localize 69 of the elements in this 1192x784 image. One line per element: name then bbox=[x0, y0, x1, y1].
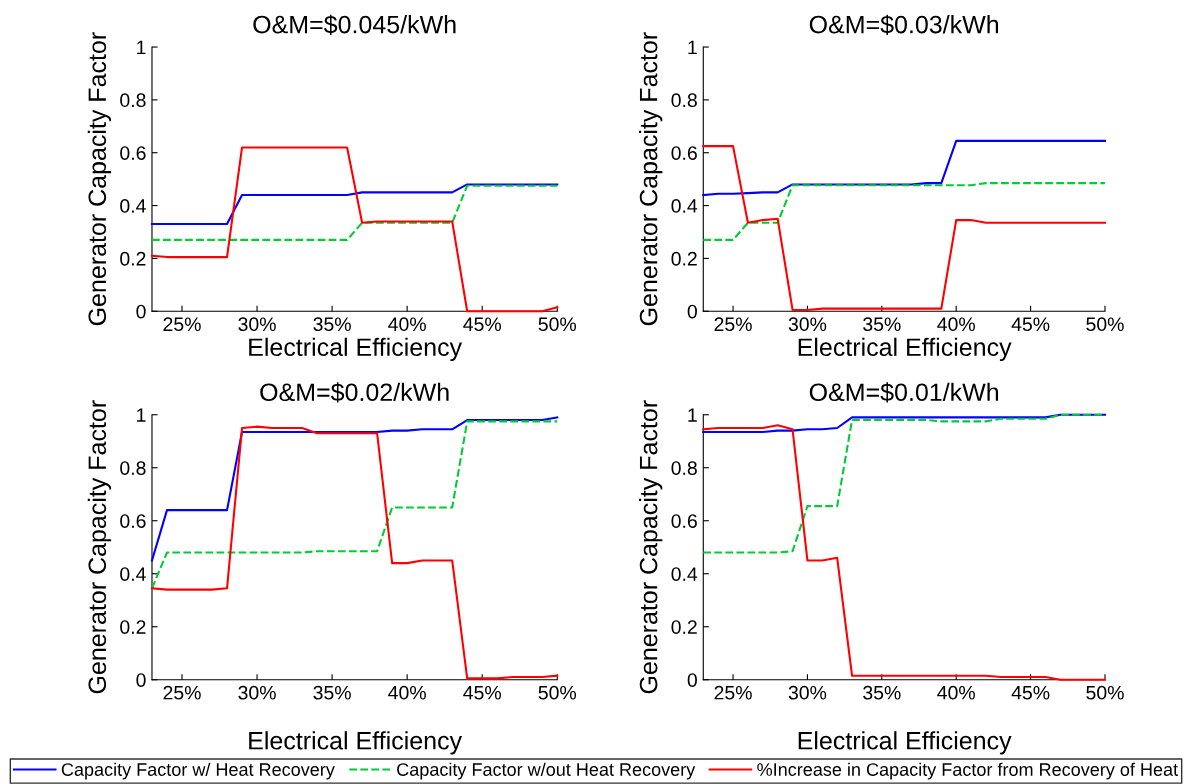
x-axis-title: Electrical Efficiency bbox=[798, 731, 1012, 755]
y-axis-title: Generator Capacity Factor bbox=[87, 32, 112, 326]
y-tick-label: 0.4 bbox=[120, 567, 146, 581]
x-tick-label: 35% bbox=[863, 685, 901, 700]
x-tick-label: 50% bbox=[538, 685, 577, 700]
x-tick-label: 40% bbox=[937, 685, 975, 700]
x-tick-label: 25% bbox=[163, 317, 201, 332]
line-series bbox=[150, 416, 559, 562]
y-tick-label: 0.4 bbox=[671, 567, 698, 581]
legend-label: Capacity Factor w/ Heat Recovery bbox=[61, 762, 335, 780]
x-tick-label: 35% bbox=[313, 317, 351, 332]
line-series bbox=[702, 182, 1107, 241]
y-tick-label: 0.8 bbox=[671, 461, 697, 475]
x-tick-label: 30% bbox=[788, 317, 827, 332]
x-tick-label: 45% bbox=[463, 685, 501, 700]
y-axis-title: Generator Capacity Factor bbox=[639, 400, 663, 694]
y-tick-label: 0.2 bbox=[120, 251, 146, 266]
y-tick-label: 0.6 bbox=[671, 146, 697, 160]
y-tick-label: 1 bbox=[137, 40, 146, 55]
y-tick-label: 0.8 bbox=[120, 461, 146, 475]
y-tick-label: 0 bbox=[687, 673, 697, 687]
legend-label: %Increase in Capacity Factor from Recovery of Heat bbox=[757, 762, 1178, 780]
chart-title: O&M=$0.03/kWh bbox=[809, 14, 999, 35]
y-tick-label: 1 bbox=[688, 408, 697, 422]
y-axis-title: Generator Capacity Factor bbox=[639, 32, 663, 326]
x-tick-label: 25% bbox=[163, 685, 201, 700]
x-tick-label: 40% bbox=[388, 317, 426, 332]
y-tick-label: 0.6 bbox=[120, 514, 146, 528]
x-tick-label: 50% bbox=[1086, 317, 1124, 332]
y-tick-label: 1 bbox=[688, 40, 697, 55]
x-tick-label: 35% bbox=[863, 317, 901, 332]
x-axis-title: Electrical Efficiency bbox=[798, 337, 1012, 362]
y-tick-label: 0.4 bbox=[120, 199, 146, 213]
y-tick-label: 0.2 bbox=[120, 620, 146, 634]
y-tick-label: 0.8 bbox=[671, 93, 697, 108]
y-tick-label: 0 bbox=[136, 673, 146, 687]
y-tick-label: 0.2 bbox=[671, 251, 697, 266]
x-tick-label: 30% bbox=[238, 317, 276, 332]
x-tick-label: 50% bbox=[538, 317, 577, 332]
x-tick-label: 45% bbox=[463, 317, 501, 332]
y-tick-label: 0.6 bbox=[120, 146, 146, 160]
y-tick-label: 1 bbox=[137, 408, 146, 422]
x-tick-label: 50% bbox=[1086, 685, 1124, 700]
line-series bbox=[702, 139, 1107, 197]
x-tick-label: 35% bbox=[313, 685, 351, 700]
x-tick-label: 25% bbox=[714, 685, 752, 700]
y-axis-title: Generator Capacity Factor bbox=[87, 400, 112, 694]
x-tick-label: 40% bbox=[937, 317, 975, 332]
x-tick-label: 45% bbox=[1011, 685, 1050, 700]
chart-title: O&M=$0.02/kWh bbox=[260, 382, 449, 403]
x-axis-title: Electrical Efficiency bbox=[249, 337, 463, 362]
y-tick-label: 0 bbox=[136, 304, 146, 319]
x-tick-label: 40% bbox=[388, 685, 426, 700]
legend-label: Capacity Factor w/out Heat Recovery bbox=[397, 762, 696, 780]
y-tick-label: 0.8 bbox=[120, 93, 146, 108]
chart-title: O&M=$0.045/kWh bbox=[253, 14, 456, 35]
x-tick-label: 45% bbox=[1011, 317, 1050, 332]
x-tick-label: 30% bbox=[238, 685, 276, 700]
x-tick-label: 25% bbox=[714, 317, 752, 332]
line-series bbox=[150, 420, 559, 590]
y-tick-label: 0.2 bbox=[671, 620, 697, 634]
line-series bbox=[702, 413, 1107, 433]
line-series bbox=[150, 183, 559, 226]
x-tick-label: 30% bbox=[788, 685, 827, 700]
chart-title: O&M=$0.01/kWh bbox=[809, 382, 999, 403]
y-tick-label: 0 bbox=[687, 304, 697, 319]
y-tick-label: 0.6 bbox=[671, 514, 697, 528]
x-axis-title: Electrical Efficiency bbox=[249, 731, 463, 755]
y-tick-label: 0.4 bbox=[671, 199, 698, 213]
